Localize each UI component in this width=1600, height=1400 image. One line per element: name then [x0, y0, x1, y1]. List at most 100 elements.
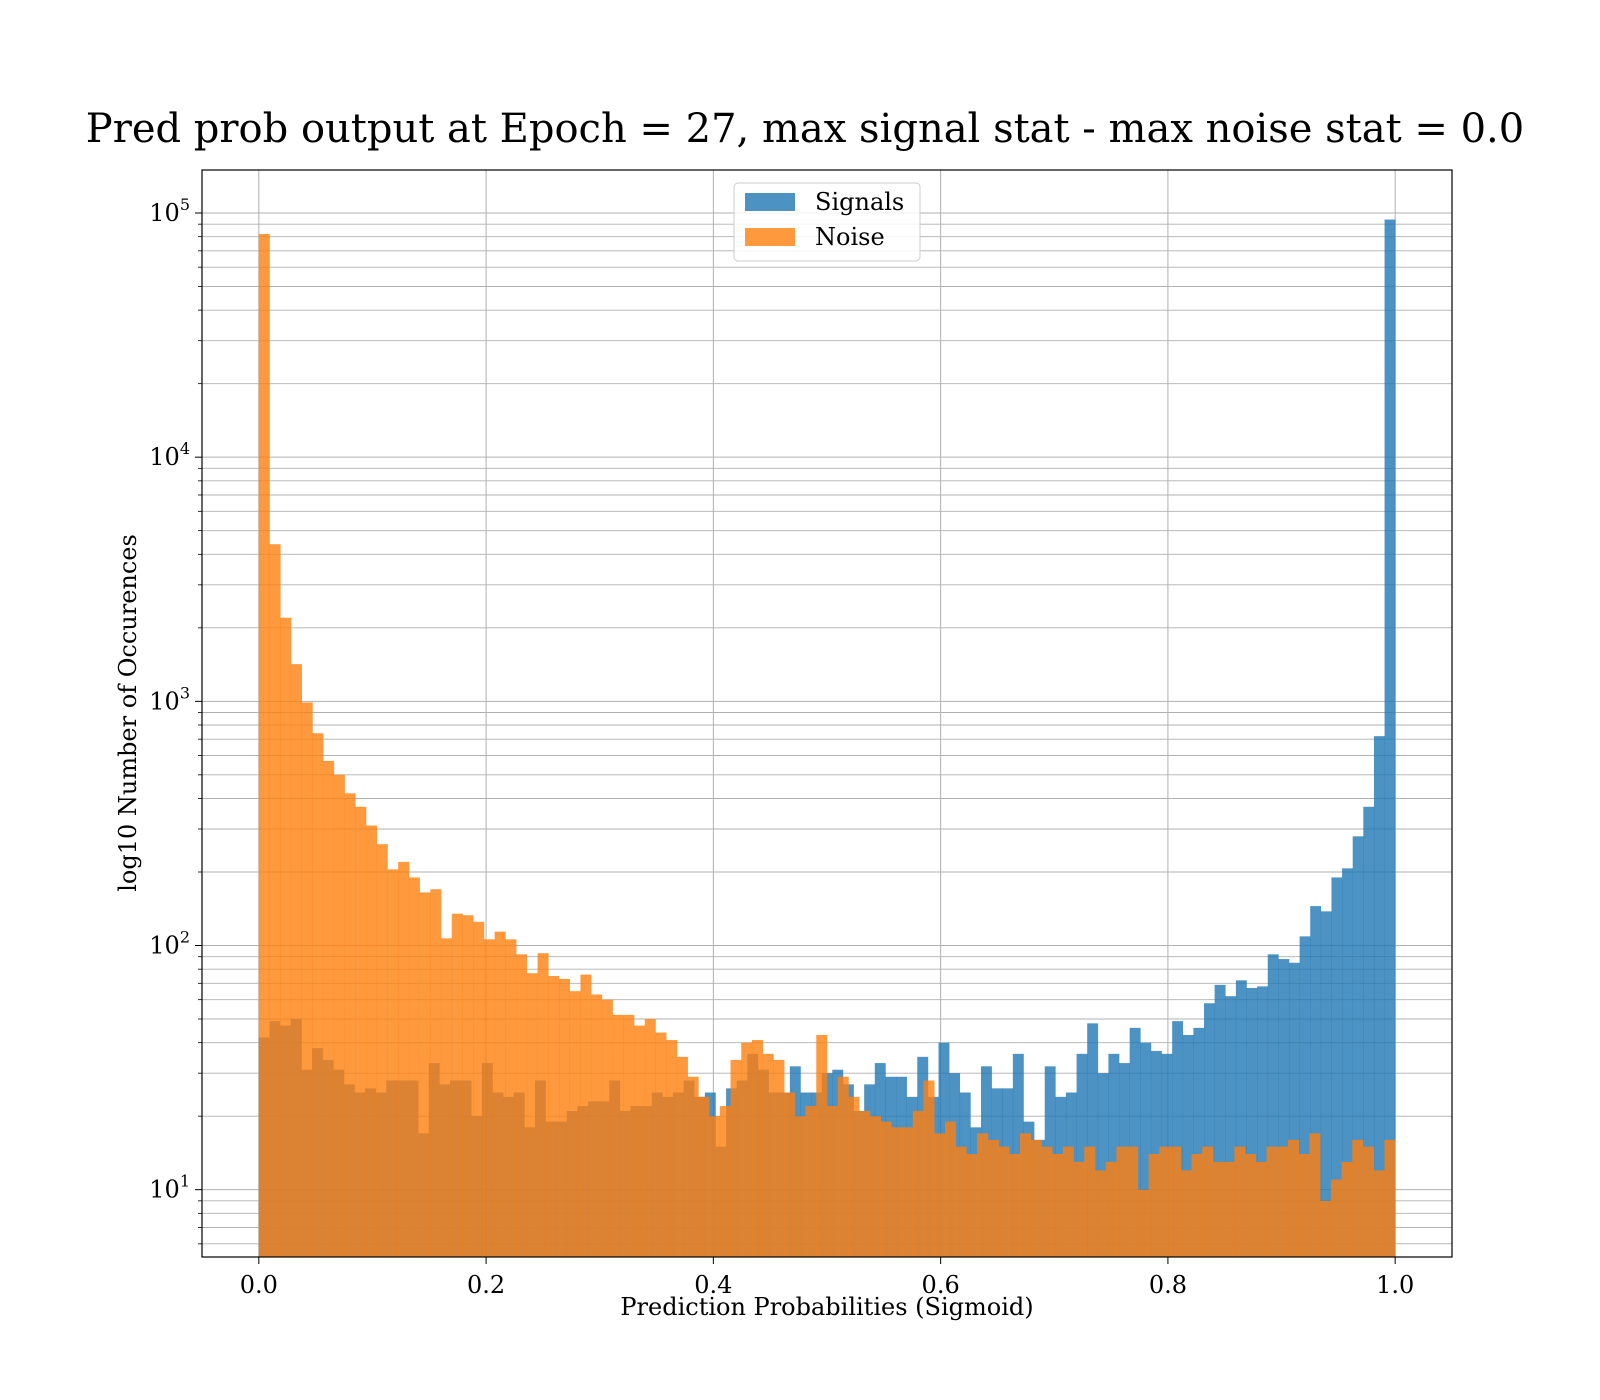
bar-noise	[344, 793, 356, 1257]
x-tick-label: 0.0	[240, 1271, 278, 1299]
bar-noise	[258, 234, 270, 1257]
bar-noise	[408, 877, 420, 1257]
y-tick-exponent: 2	[180, 928, 190, 947]
y-tick-label: 104	[149, 439, 190, 471]
bar-noise	[869, 1116, 881, 1257]
bar-noise	[655, 1032, 667, 1257]
bar-noise	[1052, 1153, 1064, 1257]
bar-noise	[612, 1014, 624, 1257]
bar-noise	[977, 1133, 989, 1257]
y-tick-label: 105	[149, 195, 190, 227]
bar-noise	[1234, 1146, 1246, 1257]
bar-noise	[376, 844, 388, 1257]
bar-noise	[880, 1121, 892, 1257]
plot-frame	[201, 169, 1453, 1258]
bar-noise	[762, 1053, 774, 1257]
bar-signals	[1342, 868, 1354, 1257]
x-tick-label: 0.6	[922, 1271, 960, 1299]
bar-noise	[784, 1092, 796, 1257]
bar-noise	[955, 1146, 967, 1257]
bar-noise	[1245, 1153, 1257, 1257]
y-tick-label: 102	[149, 928, 190, 960]
bar-noise	[1277, 1146, 1289, 1257]
bar-noise	[462, 915, 474, 1257]
bar-noise	[280, 617, 292, 1257]
bar-noise	[312, 733, 324, 1257]
bar-noise	[1084, 1146, 1096, 1257]
bar-noise	[859, 1111, 871, 1257]
bar-signals	[1331, 877, 1343, 1257]
bar-signals	[1097, 1073, 1109, 1257]
bar-noise	[1073, 1161, 1085, 1257]
bar-signals	[1320, 911, 1332, 1257]
bar-noise	[269, 544, 281, 1257]
bar-noise	[387, 869, 399, 1257]
bar-noise	[1384, 1139, 1396, 1257]
bar-noise	[1041, 1146, 1053, 1257]
bar-noise	[644, 1019, 656, 1257]
bar-noise	[719, 1106, 731, 1257]
y-tick-exponent: 1	[180, 1172, 190, 1191]
bar-noise	[1009, 1153, 1021, 1257]
bar-signals	[1246, 987, 1258, 1257]
x-tick-label: 1.0	[1376, 1271, 1414, 1299]
bar-signals	[1225, 996, 1237, 1257]
bar-noise	[1127, 1146, 1139, 1257]
y-tick-exponent: 5	[180, 195, 190, 214]
bar-noise	[934, 1133, 946, 1257]
bar-signals	[1373, 736, 1385, 1257]
bar-noise	[526, 973, 538, 1257]
y-tick-base: 10	[149, 932, 180, 960]
bar-noise	[1137, 1189, 1149, 1257]
x-tick-label: 0.4	[694, 1271, 732, 1299]
bar-signals	[1129, 1027, 1141, 1257]
bar-noise	[912, 1111, 924, 1257]
bar-noise	[1341, 1161, 1353, 1257]
bar-signals	[1310, 906, 1322, 1257]
bar-noise	[1363, 1146, 1375, 1257]
bar-noise	[1180, 1170, 1192, 1257]
bar-noise	[1223, 1161, 1235, 1257]
bar-noise	[698, 1096, 710, 1257]
legend-swatch-noise	[745, 228, 795, 246]
bar-noise	[355, 806, 367, 1257]
bar-noise	[966, 1153, 978, 1257]
bar-noise	[848, 1096, 860, 1257]
bar-noise	[773, 1059, 785, 1257]
bar-noise	[827, 1106, 839, 1257]
legend-swatch-signals	[745, 193, 795, 211]
bar-noise	[1373, 1170, 1385, 1257]
bar-noise	[569, 991, 581, 1257]
bar-noise	[709, 1116, 721, 1257]
bar-noise	[1309, 1133, 1321, 1257]
bar-noise	[837, 1076, 849, 1257]
legend-label-noise: Noise	[815, 223, 885, 251]
bar-noise	[634, 1025, 646, 1257]
bar-signals	[1172, 1021, 1184, 1257]
bar-noise	[580, 974, 592, 1257]
bar-noise	[1062, 1146, 1074, 1257]
bar-noise	[494, 931, 506, 1257]
y-tick-base: 10	[149, 687, 180, 715]
bar-noise	[473, 921, 485, 1257]
bar-noise	[537, 953, 549, 1257]
y-tick-exponent: 4	[180, 439, 190, 458]
bar-signals	[1278, 959, 1290, 1257]
bar-noise	[1287, 1139, 1299, 1257]
y-tick-label: 101	[149, 1172, 190, 1204]
bar-noise	[1030, 1139, 1042, 1257]
bar-noise	[430, 889, 442, 1257]
bar-noise	[516, 954, 528, 1257]
y-tick-label: 103	[149, 683, 190, 715]
bar-noise	[1148, 1153, 1160, 1257]
bar-noise	[891, 1127, 903, 1257]
bar-noise	[1019, 1133, 1031, 1257]
bar-noise	[1116, 1146, 1128, 1257]
bar-noise	[987, 1139, 999, 1257]
x-axis-label: Prediction Probabilities (Sigmoid)	[620, 1293, 1033, 1321]
bar-noise	[623, 1014, 635, 1257]
bar-noise	[441, 938, 453, 1257]
x-tick-label: 0.2	[467, 1271, 505, 1299]
